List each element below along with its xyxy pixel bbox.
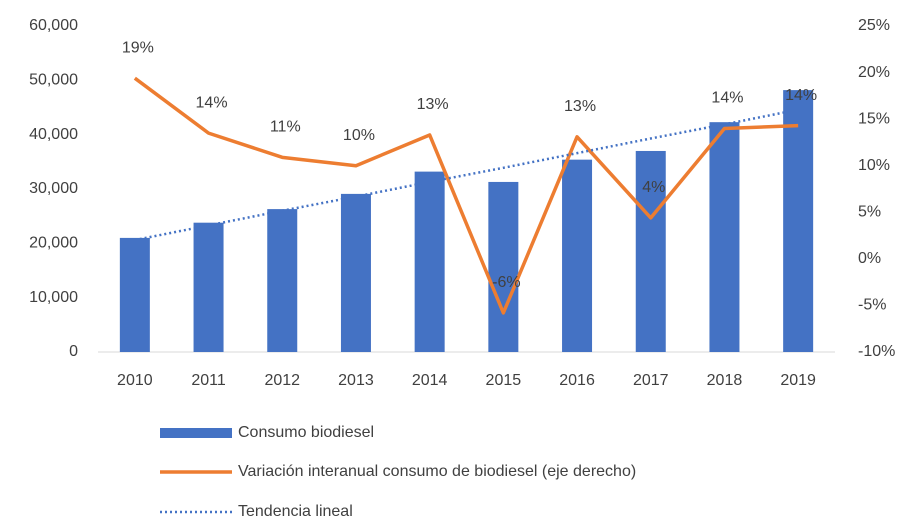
x-tick-label: 2014 [412,372,448,389]
legend-label: Tendencia lineal [238,503,353,520]
legend-label: Variación interanual consumo de biodiese… [238,463,636,480]
x-tick-label: 2011 [191,372,226,389]
y-tick-label: 0 [69,343,78,360]
y2-tick-label: 5% [858,204,881,221]
x-tick-label: 2019 [780,372,816,389]
data-label: 14% [785,87,817,104]
bar [193,222,224,352]
y-tick-label: 20,000 [29,235,78,252]
y-tick-label: 60,000 [29,17,78,34]
bar [414,171,445,352]
x-tick-label: 2017 [633,372,669,389]
y-tick-label: 40,000 [29,126,78,143]
y-tick-label: 30,000 [29,180,78,197]
y2-tick-label: 0% [858,250,881,267]
y2-tick-label: 20% [858,64,890,81]
y2-tick-label: 10% [858,157,890,174]
x-tick-label: 2010 [117,372,153,389]
bar [709,122,740,352]
y2-tick-label: 25% [858,17,890,34]
data-label: 19% [122,39,154,56]
data-label: 4% [642,179,665,196]
data-label: 13% [564,98,596,115]
y2-tick-label: 15% [858,110,890,127]
x-tick-label: 2013 [338,372,374,389]
data-label: 13% [417,96,449,113]
data-label: 10% [343,127,375,144]
bar [635,150,666,352]
bar [562,159,593,352]
x-tick-label: 2018 [707,372,743,389]
data-label: -6% [492,274,520,291]
y2-tick-label: -10% [858,343,895,360]
data-label: 11% [270,119,301,136]
bar [119,237,150,352]
x-tick-label: 2012 [264,372,300,389]
bar [783,90,814,352]
bar [267,209,298,352]
y2-tick-label: -5% [858,297,886,314]
data-label: 14% [711,90,743,107]
y-tick-label: 10,000 [29,289,78,306]
legend-swatch [160,428,232,438]
bar [488,181,519,352]
data-label: 14% [196,94,228,111]
x-tick-label: 2016 [559,372,595,389]
line [133,76,799,315]
y-tick-label: 50,000 [29,72,78,89]
x-tick-label: 2015 [486,372,522,389]
legend-label: Consumo biodiesel [238,424,374,441]
bar [340,193,371,352]
